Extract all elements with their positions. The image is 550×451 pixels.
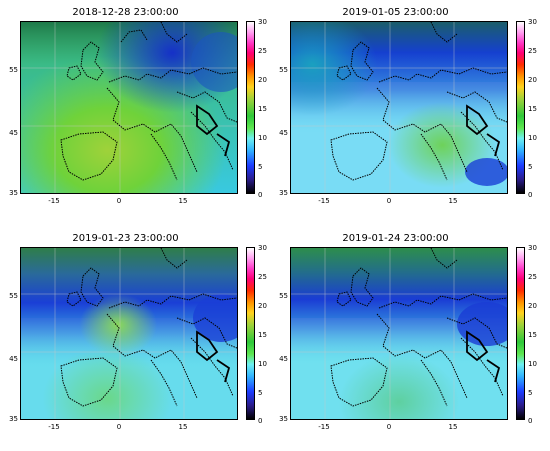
lat-tick: 55 (9, 292, 18, 300)
colorbar (516, 21, 525, 194)
colorbar-tick: 10 (528, 360, 537, 368)
lon-tick: 15 (448, 423, 458, 431)
map-plot (290, 21, 508, 194)
map-plot (20, 21, 238, 194)
lat-tick: 55 (9, 66, 18, 74)
lat-tick: 35 (279, 189, 288, 197)
colorbar-tick: 0 (258, 191, 263, 199)
lat-tick: 35 (9, 189, 18, 197)
colorbar-tick: 20 (528, 76, 537, 84)
colorbar (246, 21, 255, 194)
lon-tick: 0 (386, 423, 392, 431)
colorbar-tick: 10 (258, 134, 267, 142)
colorbar-tick: 10 (258, 360, 267, 368)
lon-tick: 0 (386, 197, 392, 205)
colorbar-tick: 25 (258, 273, 267, 281)
colorbar-tick: 30 (258, 18, 267, 26)
map-plot (290, 247, 508, 420)
field-map (291, 248, 507, 419)
lon-tick: -15 (318, 423, 330, 431)
colorbar-tick: 10 (528, 134, 537, 142)
lat-tick: 55 (279, 66, 288, 74)
field-map (21, 22, 237, 193)
colorbar (516, 247, 525, 420)
panel-title: 2019-01-24 23:00:00 (342, 233, 449, 244)
colorbar-tick: 15 (258, 105, 267, 113)
map-plot (20, 247, 238, 420)
colorbar-tick: 0 (258, 417, 263, 425)
lon-tick: -15 (48, 423, 60, 431)
colorbar (246, 247, 255, 420)
lat-tick: 35 (279, 415, 288, 423)
colorbar-tick: 5 (258, 163, 263, 171)
colorbar-tick: 15 (258, 331, 267, 339)
panel-title: 2019-01-05 23:00:00 (342, 7, 449, 18)
lon-tick: -15 (48, 197, 60, 205)
lat-tick: 55 (279, 292, 288, 300)
lat-tick: 35 (9, 415, 18, 423)
colorbar-tick: 5 (258, 389, 263, 397)
colorbar-tick: 30 (528, 18, 537, 26)
panel-title: 2018-12-28 23:00:00 (72, 7, 179, 18)
lat-tick: 45 (279, 355, 288, 363)
colorbar-tick: 20 (528, 302, 537, 310)
colorbar-tick: 30 (528, 244, 537, 252)
lon-tick: -15 (318, 197, 330, 205)
lat-tick: 45 (279, 129, 288, 137)
colorbar-tick: 25 (528, 47, 537, 55)
colorbar-tick: 25 (528, 273, 537, 281)
map-panel-3: 2019-01-23 23:00:00 55 45 35 (3, 233, 275, 451)
colorbar-tick: 25 (258, 47, 267, 55)
colorbar-tick: 20 (258, 302, 267, 310)
field-map (21, 248, 237, 419)
lon-tick: 15 (178, 423, 188, 431)
lon-tick: 0 (116, 423, 122, 431)
colorbar-tick: 5 (528, 163, 533, 171)
lon-tick: 15 (178, 197, 188, 205)
map-panel-1: 2018-12-28 23:00:00 55 45 35 (3, 7, 275, 225)
colorbar-tick: 30 (258, 244, 267, 252)
lon-tick: 0 (116, 197, 122, 205)
lat-tick: 45 (9, 355, 18, 363)
field-map (291, 22, 507, 193)
map-panel-4: 2019-01-24 23:00:00 55 45 35 (273, 233, 545, 451)
panel-title: 2019-01-23 23:00:00 (72, 233, 179, 244)
map-panel-2: 2019-01-05 23:00:00 55 45 35 (273, 7, 545, 225)
lat-tick: 45 (9, 129, 18, 137)
colorbar-tick: 0 (528, 417, 533, 425)
colorbar-tick: 0 (528, 191, 533, 199)
lon-tick: 15 (448, 197, 458, 205)
colorbar-tick: 15 (528, 105, 537, 113)
colorbar-tick: 5 (528, 389, 533, 397)
colorbar-tick: 20 (258, 76, 267, 84)
colorbar-tick: 15 (528, 331, 537, 339)
